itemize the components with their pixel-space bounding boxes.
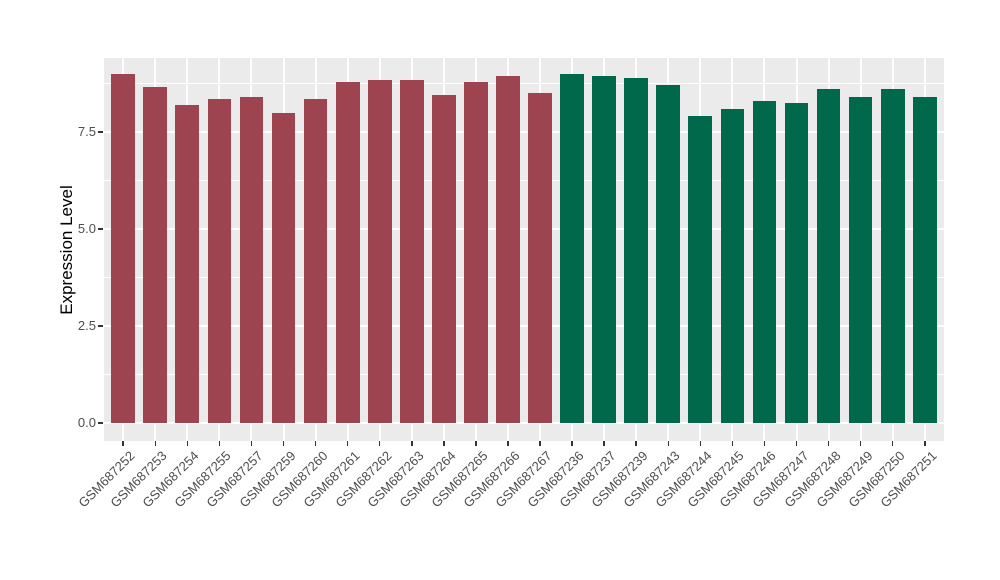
x-tick-mark [891,441,894,446]
x-tick-mark [250,441,253,446]
x-tick-mark [699,441,702,446]
bar [464,81,488,423]
x-tick-mark [218,441,221,446]
y-tick-label: 5.0 [77,221,96,236]
bar [143,87,168,423]
bar [239,97,264,423]
bar [624,77,649,423]
x-tick-mark [795,441,798,446]
bar [912,97,937,423]
bar [496,75,520,423]
bar [720,108,745,423]
bar [528,93,552,423]
bar [367,79,392,423]
x-tick-mark [571,441,573,446]
x-tick-mark [475,441,477,446]
bar [111,73,136,423]
x-tick-mark [443,441,445,446]
bar [880,89,905,423]
bar [784,102,809,423]
bar [431,95,456,423]
plot-panel [104,58,944,441]
x-tick-label: GSM687251 [709,448,939,510]
major-gridline [104,422,944,424]
major-gridline [104,131,944,133]
bar [592,75,616,423]
x-tick-mark [827,441,830,446]
bar [816,89,841,423]
major-gridline [104,228,944,230]
bar [848,97,873,423]
bar [688,116,713,423]
x-tick-mark [282,441,285,446]
y-tick-mark [98,325,103,327]
x-tick-mark [186,441,189,446]
bar [207,99,232,423]
x-tick-mark [411,441,413,446]
x-tick-mark [731,441,734,446]
bar [175,104,200,423]
x-tick-mark [924,441,926,446]
y-tick-mark [98,228,103,230]
y-tick-label: 0.0 [77,415,96,430]
bar [303,99,328,423]
y-tick-label: 2.5 [77,318,96,333]
major-gridline [104,325,944,327]
x-tick-mark [314,441,317,446]
x-tick-mark [122,441,124,446]
x-tick-mark [763,441,766,446]
x-tick-mark [346,441,349,446]
bar [399,79,424,423]
minor-gridline [104,374,944,375]
x-tick-mark [603,441,605,446]
bar [335,81,360,423]
y-tick-label: 7.5 [77,124,96,139]
bar [560,73,584,423]
x-tick-mark [507,441,509,446]
bar [752,100,777,423]
y-axis-title: Expression Level [57,185,76,315]
y-tick-mark [98,422,103,424]
minor-gridline [104,180,944,181]
x-tick-mark [539,441,541,446]
x-tick-mark [154,441,157,446]
bar [271,112,296,423]
x-tick-mark [859,441,862,446]
x-tick-mark [667,441,670,446]
minor-gridline [104,83,944,84]
y-tick-mark [98,131,103,133]
x-tick-mark [378,441,381,446]
minor-gridline [104,277,944,278]
bar [656,85,681,423]
x-tick-mark [635,441,637,446]
